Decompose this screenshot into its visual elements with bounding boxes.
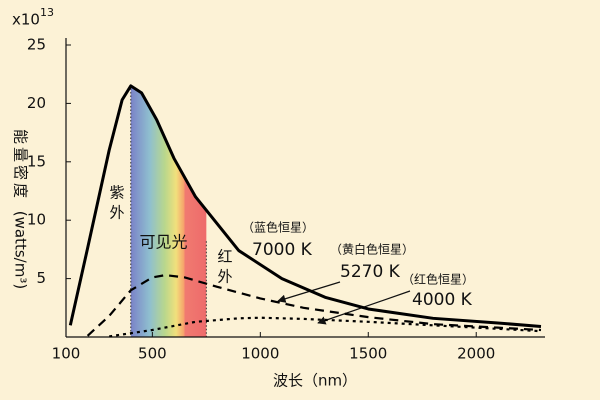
y-tick-label: 25 <box>27 36 46 54</box>
x-axis-label: 波长（nm） <box>273 372 357 390</box>
visible-band <box>130 85 207 337</box>
y-axis-unit: (watts/m³) <box>12 211 30 289</box>
annotation: 外 <box>217 268 232 286</box>
series-line <box>109 316 542 338</box>
y-multiplier: x10 <box>12 11 40 29</box>
x-tick-label: 1000 <box>241 345 279 363</box>
x-tick-label: 1500 <box>349 345 387 363</box>
annotation: 红 <box>217 248 232 266</box>
x-tick-label: 2000 <box>457 345 495 363</box>
y-tick-label: 10 <box>27 211 46 229</box>
annotation: 紫 <box>109 184 124 202</box>
y-tick-label: 5 <box>36 269 46 287</box>
y-tick-label: 20 <box>27 94 46 112</box>
band-label: 可见光 <box>140 233 188 252</box>
series-note: （红色恒星） <box>402 272 474 287</box>
series-note: （蓝色恒星） <box>242 221 314 235</box>
y-tick-label: 15 <box>27 152 46 170</box>
x-tick-label: 100 <box>52 345 81 363</box>
series-name: 5270 K <box>340 262 401 282</box>
series-name: 4000 K <box>412 290 473 310</box>
x-tick-label: 500 <box>138 345 167 363</box>
annotation: 外 <box>109 204 124 222</box>
series-line <box>68 84 542 328</box>
y-multiplier-exp: 13 <box>40 6 54 19</box>
series-name: 7000 K <box>252 240 313 260</box>
series-line <box>86 273 542 337</box>
series-note: （黄白色恒星） <box>330 242 414 257</box>
y-axis-label: 能量密度 <box>12 129 30 201</box>
